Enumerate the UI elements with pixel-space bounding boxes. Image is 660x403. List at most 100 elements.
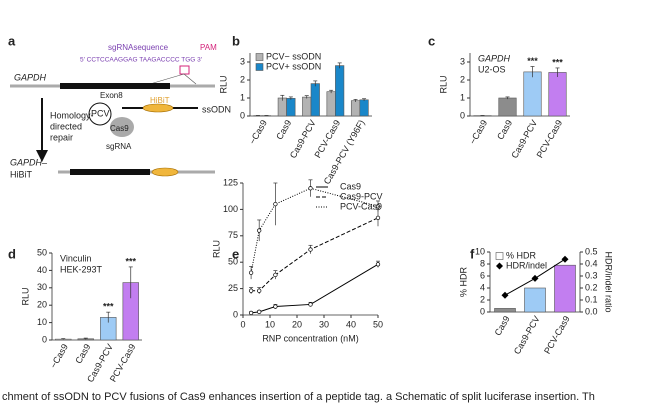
y-tick-label: 8 bbox=[480, 258, 485, 268]
marker bbox=[561, 255, 569, 263]
legend-label: HDR/indel bbox=[506, 260, 547, 270]
y2-tick-label: 0.1 bbox=[585, 294, 598, 304]
marker bbox=[257, 288, 262, 293]
y-tick-label: 50 bbox=[37, 247, 47, 257]
bar bbox=[302, 96, 312, 117]
label: Homology- bbox=[50, 110, 94, 120]
exon bbox=[70, 169, 150, 175]
line bbox=[251, 263, 379, 314]
y-tick-label: 4 bbox=[480, 282, 485, 292]
legend-swatch bbox=[496, 262, 503, 270]
y2-tick-label: 0.2 bbox=[585, 282, 598, 292]
marker bbox=[308, 186, 313, 191]
exon bbox=[60, 83, 170, 89]
significance: *** bbox=[527, 56, 538, 66]
marker bbox=[248, 310, 254, 316]
marker bbox=[257, 228, 262, 233]
x-tick-label: PCV-Cas9 bbox=[542, 314, 572, 355]
guide-line bbox=[149, 73, 185, 85]
y-tick-label: 2 bbox=[460, 74, 465, 84]
y-axis-label: RLU bbox=[211, 240, 221, 258]
y2-axis-label: HDR/indel ratio bbox=[604, 251, 614, 312]
guide-line bbox=[183, 73, 197, 85]
x-tick-label: 30 bbox=[319, 319, 329, 329]
panel-letter: f bbox=[470, 246, 475, 261]
x-tick-label: 40 bbox=[346, 319, 356, 329]
x-tick-label: 10 bbox=[265, 319, 275, 329]
pam-box bbox=[179, 65, 190, 75]
bar bbox=[498, 97, 517, 117]
y-tick-label: 1 bbox=[240, 92, 245, 102]
label: sgRNAsequence bbox=[108, 43, 169, 52]
label: ssODN bbox=[202, 104, 231, 114]
x-tick-label: 0 bbox=[240, 319, 245, 329]
x-tick-label: −Cas9 bbox=[48, 342, 70, 370]
y-tick-label: 0 bbox=[460, 110, 465, 120]
legend-swatch bbox=[255, 53, 264, 61]
x-tick-label: Cas9 bbox=[274, 118, 293, 141]
y-tick-label: 0 bbox=[480, 306, 485, 316]
marker bbox=[375, 262, 381, 267]
x-tick-label: 50 bbox=[373, 319, 383, 329]
marker bbox=[273, 201, 278, 207]
y-tick-label: 100 bbox=[223, 204, 238, 214]
legend-swatch bbox=[495, 252, 504, 260]
y-axis-label: % HDR bbox=[458, 267, 468, 298]
y-tick-label: 10 bbox=[475, 246, 485, 256]
y-tick-label: 20 bbox=[37, 300, 47, 310]
x-tick-label: 20 bbox=[292, 319, 302, 329]
label: sgRNA bbox=[106, 142, 132, 151]
y2-tick-label: 0.4 bbox=[585, 258, 598, 268]
y-tick-label: 3 bbox=[460, 56, 465, 66]
y-axis-label: RLU bbox=[20, 287, 30, 305]
label: Cas9 bbox=[110, 124, 129, 133]
bar bbox=[286, 98, 296, 117]
marker bbox=[531, 274, 539, 282]
hibit bbox=[151, 167, 179, 177]
annotation: GAPDH bbox=[478, 53, 511, 63]
marker bbox=[501, 291, 509, 299]
annotation: Vinculin bbox=[60, 253, 91, 263]
marker bbox=[308, 302, 313, 307]
legend-label: PCV− ssODN bbox=[266, 51, 321, 61]
caption: chment of ssODN to PCV fusions of Cas9 e… bbox=[2, 391, 595, 403]
panel-e: e 0 25 50 75 100 125 RLU 0 10 20 30 40 50 RNP concentr… bbox=[211, 177, 383, 343]
label: Exon8 bbox=[100, 91, 123, 100]
marker bbox=[273, 304, 278, 309]
bar bbox=[554, 264, 576, 313]
pcv bbox=[88, 102, 112, 126]
marker bbox=[308, 247, 313, 252]
panel-letter: b bbox=[232, 33, 240, 48]
legend-swatch bbox=[255, 63, 264, 71]
label: PCV bbox=[91, 108, 110, 118]
significance: *** bbox=[125, 256, 136, 266]
y-tick-label: 2 bbox=[240, 74, 245, 84]
label: 5′ CCTCCAAGGAG TAAGACCCC TGG 3′ bbox=[80, 57, 203, 64]
x-tick-label: Cas9 bbox=[73, 342, 92, 365]
legend-label: PCV-Cas9 bbox=[340, 201, 382, 211]
label: PAM bbox=[200, 43, 217, 52]
y-tick-label: 75 bbox=[228, 230, 238, 240]
y-tick-label: 25 bbox=[228, 283, 238, 293]
marker bbox=[248, 288, 254, 293]
label: HiBiT bbox=[150, 96, 170, 105]
marker bbox=[248, 270, 254, 275]
x-axis-label: RNP concentration (nM) bbox=[262, 333, 358, 343]
bar bbox=[310, 83, 320, 117]
panel-letter: a bbox=[8, 33, 16, 48]
x-tick-label: −Cas9 bbox=[467, 118, 489, 146]
label: repair bbox=[50, 132, 73, 142]
panel-a: a sgRNAsequence PAM 5′ CCTCCAAGGAG TAAGA… bbox=[8, 33, 231, 179]
label: directed bbox=[50, 121, 82, 131]
x-tick-label: −Cas9 bbox=[247, 118, 269, 146]
y-tick-label: 2 bbox=[480, 294, 485, 304]
y-axis-label: RLU bbox=[218, 75, 228, 93]
y-tick-label: 40 bbox=[37, 265, 47, 275]
significance: *** bbox=[103, 302, 114, 312]
x-tick-label: PCV-Cas9 bbox=[535, 118, 565, 159]
x-tick-label: Cas9-PCV bbox=[512, 314, 542, 356]
y-tick-label: 1 bbox=[460, 92, 465, 102]
